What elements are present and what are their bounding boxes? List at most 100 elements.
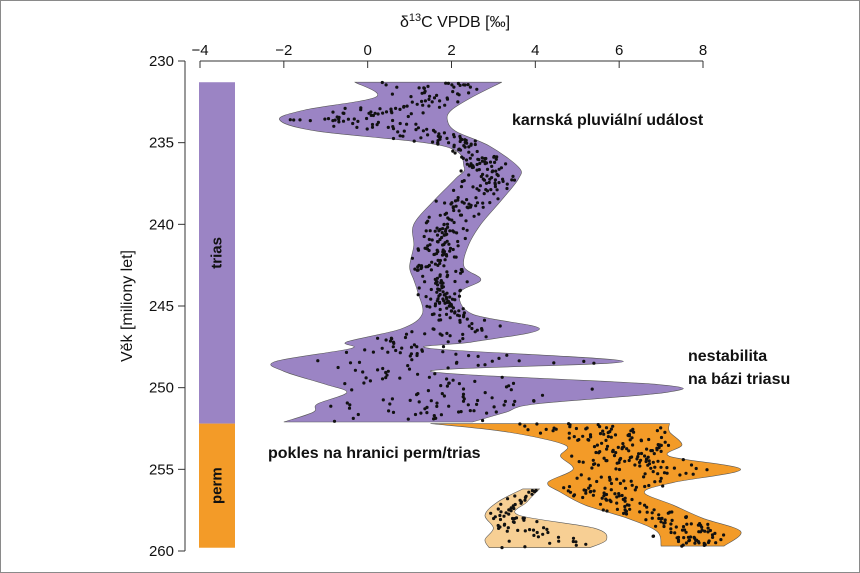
y-ticks: 230 235 240 245 250 255 260 bbox=[149, 53, 185, 560]
data-point bbox=[428, 94, 432, 98]
data-point bbox=[663, 518, 667, 522]
data-point bbox=[347, 406, 352, 410]
data-point bbox=[458, 136, 463, 141]
data-point bbox=[630, 455, 634, 459]
data-point bbox=[456, 196, 460, 200]
data-point bbox=[396, 130, 400, 134]
data-point bbox=[470, 153, 474, 157]
data-point bbox=[403, 335, 408, 340]
data-point bbox=[421, 274, 425, 278]
data-point bbox=[687, 538, 692, 542]
data-point bbox=[630, 436, 634, 440]
data-point bbox=[498, 525, 502, 529]
data-point bbox=[480, 328, 484, 332]
data-point bbox=[370, 125, 375, 129]
data-point bbox=[456, 198, 460, 202]
data-point bbox=[448, 229, 452, 233]
data-point bbox=[512, 520, 516, 525]
data-point bbox=[609, 500, 613, 504]
data-point bbox=[427, 263, 431, 267]
data-point bbox=[609, 481, 614, 486]
data-point bbox=[651, 460, 655, 464]
data-point bbox=[703, 529, 707, 533]
data-point bbox=[535, 520, 539, 524]
data-point bbox=[332, 124, 336, 128]
data-point bbox=[485, 411, 489, 415]
data-point bbox=[445, 300, 449, 305]
data-point bbox=[448, 316, 452, 320]
data-point bbox=[587, 477, 591, 481]
data-point bbox=[440, 280, 444, 284]
data-point bbox=[623, 486, 628, 490]
data-point bbox=[453, 310, 457, 314]
data-point bbox=[457, 209, 461, 213]
data-point bbox=[409, 345, 414, 349]
data-point bbox=[633, 463, 637, 467]
data-point bbox=[477, 212, 481, 216]
data-point bbox=[451, 149, 455, 153]
data-point bbox=[400, 346, 404, 350]
data-point bbox=[408, 354, 412, 358]
data-point bbox=[494, 157, 498, 161]
data-point bbox=[652, 452, 656, 456]
data-point bbox=[415, 345, 419, 349]
data-point bbox=[609, 488, 613, 492]
data-point bbox=[446, 366, 450, 370]
data-point bbox=[614, 467, 618, 471]
data-point bbox=[423, 89, 427, 93]
data-point bbox=[336, 365, 340, 370]
data-point bbox=[426, 389, 430, 393]
data-point bbox=[429, 297, 433, 301]
data-point bbox=[438, 313, 442, 317]
data-point bbox=[472, 409, 476, 413]
data-point bbox=[659, 449, 663, 453]
data-point bbox=[617, 492, 621, 496]
data-point bbox=[689, 522, 693, 526]
y-tick-label: 250 bbox=[149, 380, 174, 397]
data-point bbox=[450, 304, 454, 308]
x-tick-label: −4 bbox=[191, 42, 208, 59]
data-point bbox=[618, 458, 622, 462]
data-point bbox=[453, 279, 457, 284]
data-point bbox=[453, 292, 457, 296]
data-point bbox=[659, 435, 664, 440]
data-point bbox=[480, 156, 484, 160]
data-point bbox=[676, 539, 681, 544]
data-point bbox=[421, 111, 425, 115]
data-point bbox=[438, 292, 442, 297]
data-point bbox=[588, 484, 592, 488]
data-point bbox=[629, 479, 633, 483]
data-point bbox=[445, 384, 449, 388]
data-point bbox=[483, 363, 487, 367]
data-point bbox=[415, 102, 419, 106]
data-point bbox=[618, 481, 623, 485]
data-point bbox=[598, 450, 602, 454]
data-point bbox=[323, 117, 327, 121]
data-point bbox=[567, 431, 571, 435]
data-point bbox=[714, 541, 718, 545]
data-point bbox=[434, 279, 438, 283]
data-point bbox=[502, 403, 506, 407]
data-point bbox=[499, 502, 503, 506]
data-point bbox=[402, 129, 406, 133]
data-point bbox=[433, 372, 437, 376]
data-point bbox=[435, 248, 439, 252]
data-point bbox=[430, 260, 434, 264]
data-point bbox=[463, 140, 467, 145]
data-point bbox=[378, 107, 382, 111]
data-point bbox=[426, 133, 430, 137]
data-point bbox=[421, 103, 425, 107]
data-point bbox=[424, 229, 428, 233]
data-point bbox=[415, 352, 419, 356]
data-point bbox=[521, 516, 525, 520]
data-point bbox=[452, 230, 456, 234]
data-point bbox=[427, 375, 431, 379]
data-point bbox=[643, 472, 647, 476]
data-point bbox=[488, 201, 492, 205]
data-point bbox=[425, 127, 429, 131]
data-point bbox=[567, 485, 572, 489]
data-point bbox=[423, 407, 427, 411]
data-point bbox=[642, 475, 646, 479]
data-point bbox=[591, 493, 596, 497]
data-point bbox=[465, 228, 469, 232]
